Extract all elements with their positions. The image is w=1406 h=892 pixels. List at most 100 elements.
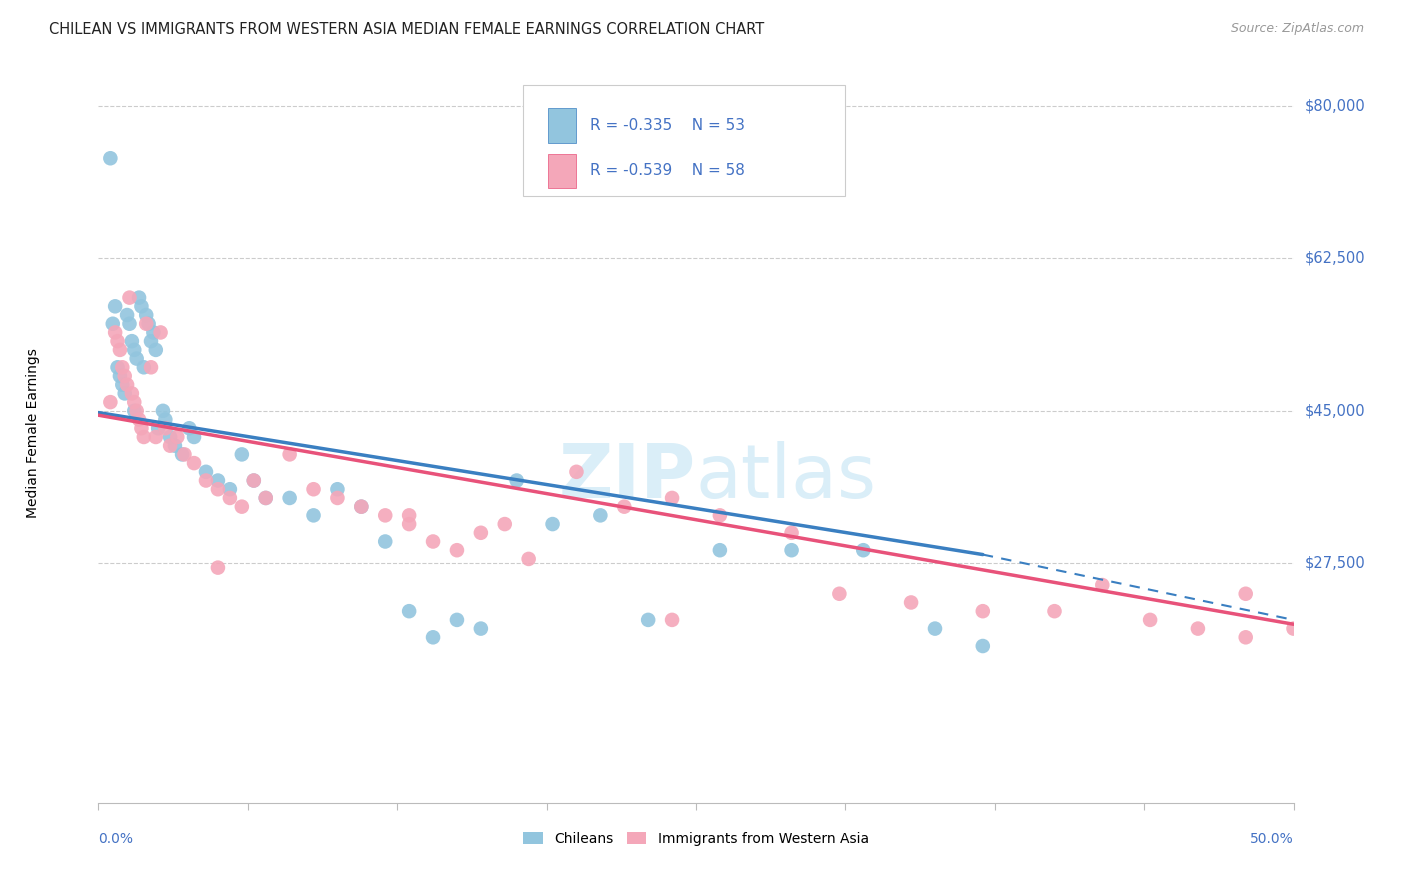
Text: CHILEAN VS IMMIGRANTS FROM WESTERN ASIA MEDIAN FEMALE EARNINGS CORRELATION CHART: CHILEAN VS IMMIGRANTS FROM WESTERN ASIA …: [49, 22, 765, 37]
Point: [124, 395, 146, 409]
Point: [118, 291, 141, 305]
Point: [115, 308, 138, 322]
Point: [302, 508, 325, 523]
Point: [207, 560, 229, 574]
Point: [219, 482, 242, 496]
Point: [780, 543, 803, 558]
Point: [98, 395, 122, 409]
Point: [135, 317, 157, 331]
Point: [148, 421, 170, 435]
Point: [398, 604, 420, 618]
FancyBboxPatch shape: [548, 108, 576, 143]
Text: 50.0%: 50.0%: [1250, 832, 1294, 847]
Point: [1043, 604, 1066, 618]
Point: [900, 595, 922, 609]
Point: [1234, 587, 1257, 601]
Point: [159, 430, 181, 444]
Point: [183, 430, 205, 444]
Point: [115, 377, 138, 392]
Point: [107, 334, 129, 348]
Point: [111, 377, 134, 392]
Point: [613, 500, 636, 514]
Point: [254, 491, 277, 505]
Point: [159, 439, 181, 453]
Text: Source: ZipAtlas.com: Source: ZipAtlas.com: [1230, 22, 1364, 36]
Point: [1282, 622, 1305, 636]
Text: ZIP: ZIP: [558, 441, 696, 514]
Point: [852, 543, 875, 558]
Point: [98, 151, 122, 165]
Point: [104, 299, 127, 313]
Point: [173, 447, 195, 461]
Point: [152, 404, 174, 418]
Point: [114, 386, 136, 401]
Point: [470, 622, 492, 636]
Point: [231, 447, 253, 461]
FancyBboxPatch shape: [548, 153, 576, 188]
Point: [446, 543, 468, 558]
Point: [494, 517, 516, 532]
Point: [124, 343, 146, 357]
Point: [326, 491, 349, 505]
Point: [149, 326, 172, 340]
Point: [374, 508, 396, 523]
Point: [111, 360, 134, 375]
Point: [302, 482, 325, 496]
Point: [470, 525, 492, 540]
Text: $62,500: $62,500: [1305, 251, 1365, 266]
Point: [326, 482, 349, 496]
Point: [107, 360, 129, 375]
Text: R = -0.539    N = 58: R = -0.539 N = 58: [589, 163, 745, 178]
Point: [139, 360, 162, 375]
Text: $45,000: $45,000: [1305, 403, 1365, 418]
Legend: Chileans, Immigrants from Western Asia: Chileans, Immigrants from Western Asia: [517, 826, 875, 851]
Point: [108, 343, 131, 357]
Point: [1091, 578, 1114, 592]
Point: [118, 317, 141, 331]
Point: [661, 491, 683, 505]
Point: [163, 439, 186, 453]
Point: [195, 465, 218, 479]
Point: [128, 291, 150, 305]
Point: [166, 430, 188, 444]
Point: [145, 430, 167, 444]
Point: [350, 500, 373, 514]
Point: [207, 474, 229, 488]
Point: [135, 308, 157, 322]
Point: [278, 491, 301, 505]
Point: [121, 386, 143, 401]
Point: [589, 508, 612, 523]
Text: 0.0%: 0.0%: [98, 832, 134, 847]
Text: atlas: atlas: [696, 441, 877, 514]
Point: [924, 622, 946, 636]
Point: [183, 456, 205, 470]
Point: [132, 360, 155, 375]
Point: [124, 404, 146, 418]
Point: [207, 482, 229, 496]
Point: [398, 517, 420, 532]
Point: [131, 299, 153, 313]
Point: [219, 491, 242, 505]
Point: [128, 412, 150, 426]
Text: $80,000: $80,000: [1305, 98, 1365, 113]
Point: [155, 421, 177, 435]
Point: [506, 474, 529, 488]
Point: [709, 508, 731, 523]
Point: [374, 534, 396, 549]
Text: Median Female Earnings: Median Female Earnings: [25, 348, 39, 517]
FancyBboxPatch shape: [523, 85, 845, 195]
Point: [278, 447, 301, 461]
Point: [139, 334, 162, 348]
Point: [131, 421, 153, 435]
Point: [195, 474, 218, 488]
Point: [243, 474, 266, 488]
Text: $27,500: $27,500: [1305, 556, 1365, 571]
Point: [1187, 622, 1209, 636]
Point: [780, 525, 803, 540]
Point: [125, 351, 148, 366]
Point: [145, 343, 167, 357]
Point: [243, 474, 266, 488]
Point: [125, 404, 148, 418]
Text: R = -0.335    N = 53: R = -0.335 N = 53: [589, 119, 745, 133]
Point: [132, 430, 155, 444]
